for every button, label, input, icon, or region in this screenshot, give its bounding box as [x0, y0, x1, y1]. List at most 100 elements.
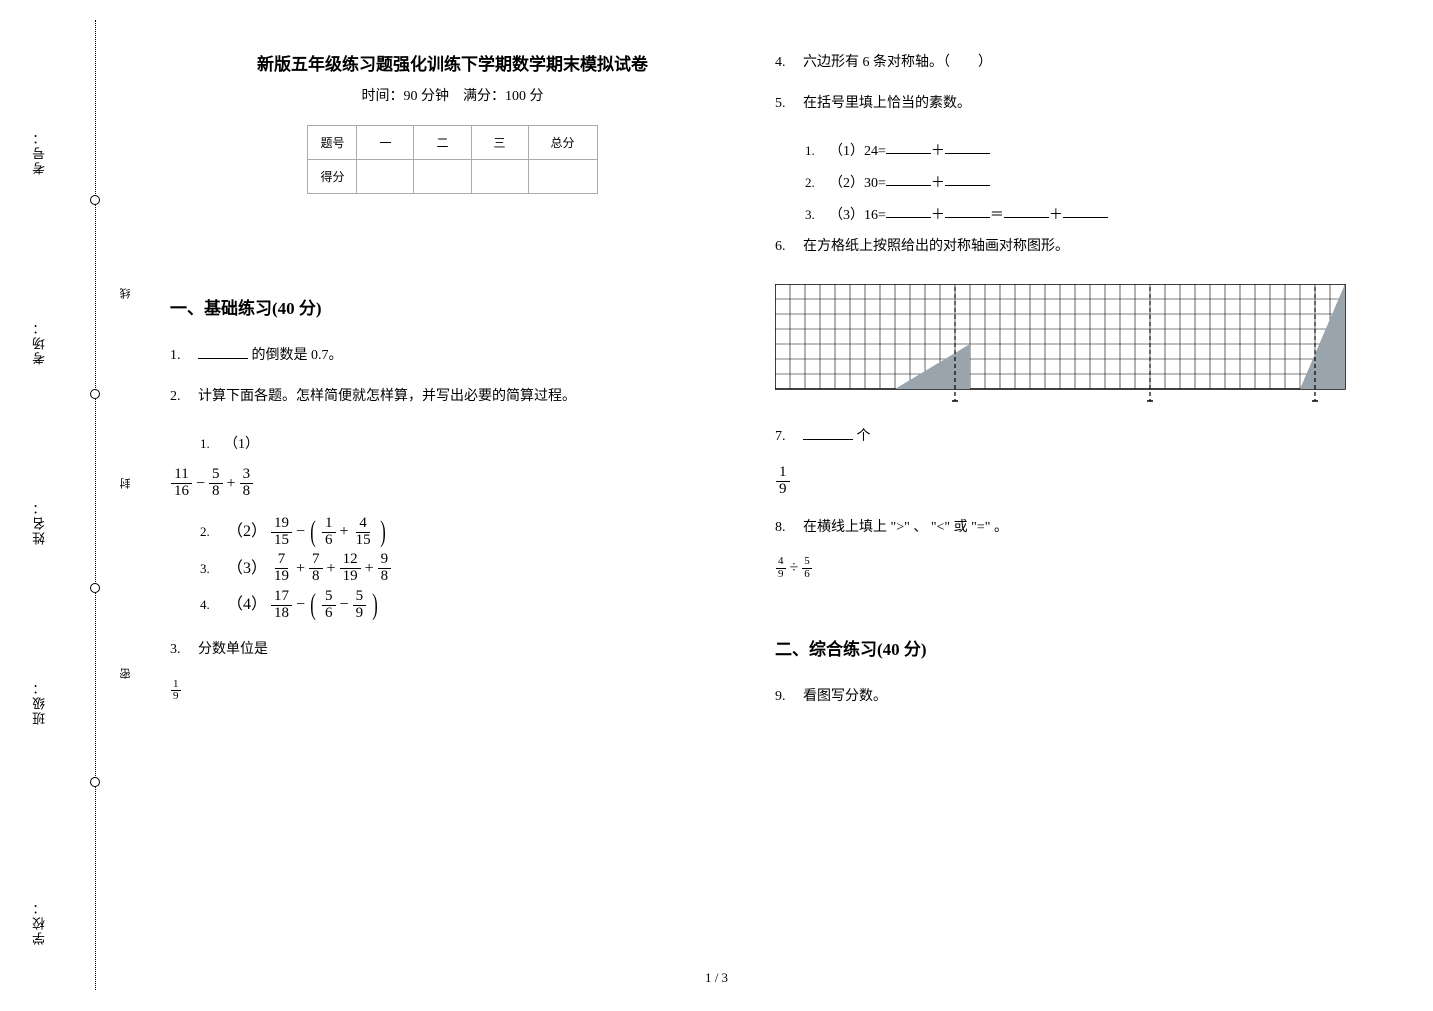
plus-sign: ＋ [931, 202, 945, 230]
sub-number: 1. [200, 431, 224, 459]
question-7: 7. 个 [775, 424, 1340, 449]
plus-sign: ＋ [1049, 202, 1063, 230]
question-text: 在括号里填上恰当的素数。 [803, 91, 1340, 116]
question-number: 8. [775, 515, 803, 540]
fill-blank[interactable] [945, 202, 990, 217]
sub-item: 1. （1）24= ＋ [805, 138, 1340, 166]
sub-label: （1）24= [829, 138, 886, 166]
score-header: 总分 [528, 126, 597, 160]
question-body: 个 [803, 424, 1340, 449]
question-text: 在方格纸上按照给出的对称轴画对称图形。 [803, 234, 1340, 259]
score-header: 一 [357, 126, 414, 160]
fraction: 1219 [340, 552, 361, 585]
binding-dotted-line [95, 20, 96, 990]
question-number: 5. [775, 91, 803, 116]
sub-item: 3. （3） 719 + 78 + 1219 + 98 [200, 552, 735, 585]
sub-label: （3） [227, 553, 267, 585]
plus-sign: + [296, 553, 305, 585]
binding-seg-mi: 密 [118, 660, 134, 679]
fraction-standalone: 19 [775, 465, 1340, 498]
plus-sign: ＋ [931, 170, 945, 198]
fraction: 1915 [271, 516, 292, 549]
sub-number: 3. [200, 556, 224, 582]
question-number: 7. [775, 424, 803, 449]
minus-sign: − [296, 516, 305, 548]
question-text: 计算下面各题。怎样简便就怎样算，并写出必要的简算过程。 [198, 384, 735, 409]
sub-label: （3）16= [829, 202, 886, 230]
question-number: 6. [775, 234, 803, 259]
question-text: 六边形有 6 条对称轴。（ ） [803, 50, 1340, 75]
fraction: 56 [802, 556, 812, 580]
plus-sign: + [340, 516, 349, 548]
fraction: 49 [776, 556, 786, 580]
exam-title: 新版五年级练习题强化训练下学期数学期末模拟试卷 [170, 50, 735, 75]
fraction: 16 [322, 516, 336, 549]
sub-label: （4） [227, 589, 267, 621]
fraction: 56 [322, 589, 336, 622]
plus-sign: + [327, 553, 336, 585]
sub-item: 1. （1） [200, 431, 735, 459]
fraction: 78 [309, 552, 323, 585]
triangle-shape-2 [1300, 284, 1345, 389]
score-cell [528, 160, 597, 194]
math-expression-1: 1116 − 58 + 38 [170, 467, 735, 500]
score-cell [471, 160, 528, 194]
question-text: 在横线上填上 ">" 、 "<" 或 "=" 。 [803, 515, 1340, 540]
sub-number: 2. [805, 170, 829, 198]
fill-blank[interactable] [886, 138, 931, 153]
sub-item: 4. （4） 1718 − ( 56 − 59 ) [200, 589, 735, 622]
score-header: 二 [414, 126, 471, 160]
fill-blank[interactable] [945, 138, 990, 153]
sub-label: （1） [224, 431, 259, 459]
question-5: 5. 在括号里填上恰当的素数。 [775, 91, 1340, 116]
fill-blank[interactable] [1004, 202, 1049, 217]
question-number: 1. [170, 343, 198, 368]
question-4: 4. 六边形有 6 条对称轴。（ ） [775, 50, 1340, 75]
fill-blank[interactable] [886, 202, 931, 217]
question-number: 3. [170, 637, 198, 662]
score-table: 题号 一 二 三 总分 得分 [307, 125, 597, 194]
binding-label-xingming: 姓名： [30, 500, 49, 545]
eq-sign: ＝ [990, 202, 1004, 230]
question-5-sublist: 1. （1）24= ＋ 2. （2）30= ＋ 3. （3）16= ＋ ＝ [805, 138, 1340, 234]
fill-blank[interactable] [945, 170, 990, 185]
fraction: 719 [271, 552, 292, 585]
sub-number: 3. [805, 202, 829, 230]
plus-sign: ＋ [931, 138, 945, 166]
sub-number: 2. [200, 519, 224, 545]
score-row-label: 得分 [308, 160, 357, 194]
page-number: 1 / 3 [705, 970, 728, 986]
question-2: 2. 计算下面各题。怎样简便就怎样算，并写出必要的简算过程。 [170, 384, 735, 409]
right-column: 4. 六边形有 6 条对称轴。（ ） 5. 在括号里填上恰当的素数。 1. （1… [775, 50, 1340, 725]
binding-seg-feng: 封 [118, 470, 134, 489]
fill-blank[interactable] [886, 170, 931, 185]
minus-sign: − [340, 589, 349, 621]
binding-label-kaohao: 考号： [30, 130, 49, 175]
exam-subtitle: 时间：90 分钟 满分：100 分 [170, 85, 735, 105]
question-6: 6. 在方格纸上按照给出的对称轴画对称图形。 [775, 234, 1340, 259]
sub-number: 4. [200, 592, 224, 618]
question-body: 的倒数是 0.7。 [198, 343, 735, 368]
binding-circle [90, 583, 100, 593]
fill-blank[interactable] [803, 424, 853, 439]
question-2-sublist: 2. （2） 1915 − ( 16 + 415 ) 3. （3） 719 + … [200, 516, 735, 626]
fraction: 98 [378, 552, 392, 585]
question-text: 分数单位是 [198, 637, 735, 662]
score-header: 题号 [308, 126, 357, 160]
fraction: 59 [353, 589, 367, 622]
fill-blank[interactable] [1063, 202, 1108, 217]
sub-number: 1. [805, 138, 829, 166]
fraction: 38 [240, 467, 254, 500]
fraction: 58 [209, 467, 223, 500]
question-text: 个 [857, 429, 871, 444]
page-body: 新版五年级练习题强化训练下学期数学期末模拟试卷 时间：90 分钟 满分：100 … [170, 50, 1383, 725]
triangle-shape-1 [895, 344, 970, 389]
sub-item: 2. （2）30= ＋ [805, 170, 1340, 198]
binding-label-banji: 班级： [30, 680, 49, 725]
binding-strip: 考号： 考场： 姓名： 班级： 学校： 密 封 线 [60, 20, 130, 990]
div-sign: ÷ [790, 559, 799, 577]
fill-blank[interactable] [198, 344, 248, 359]
binding-label-kaochang: 考场： [30, 320, 49, 365]
sub-item: 3. （3）16= ＋ ＝ ＋ [805, 202, 1340, 230]
symmetry-grid [775, 284, 1347, 406]
